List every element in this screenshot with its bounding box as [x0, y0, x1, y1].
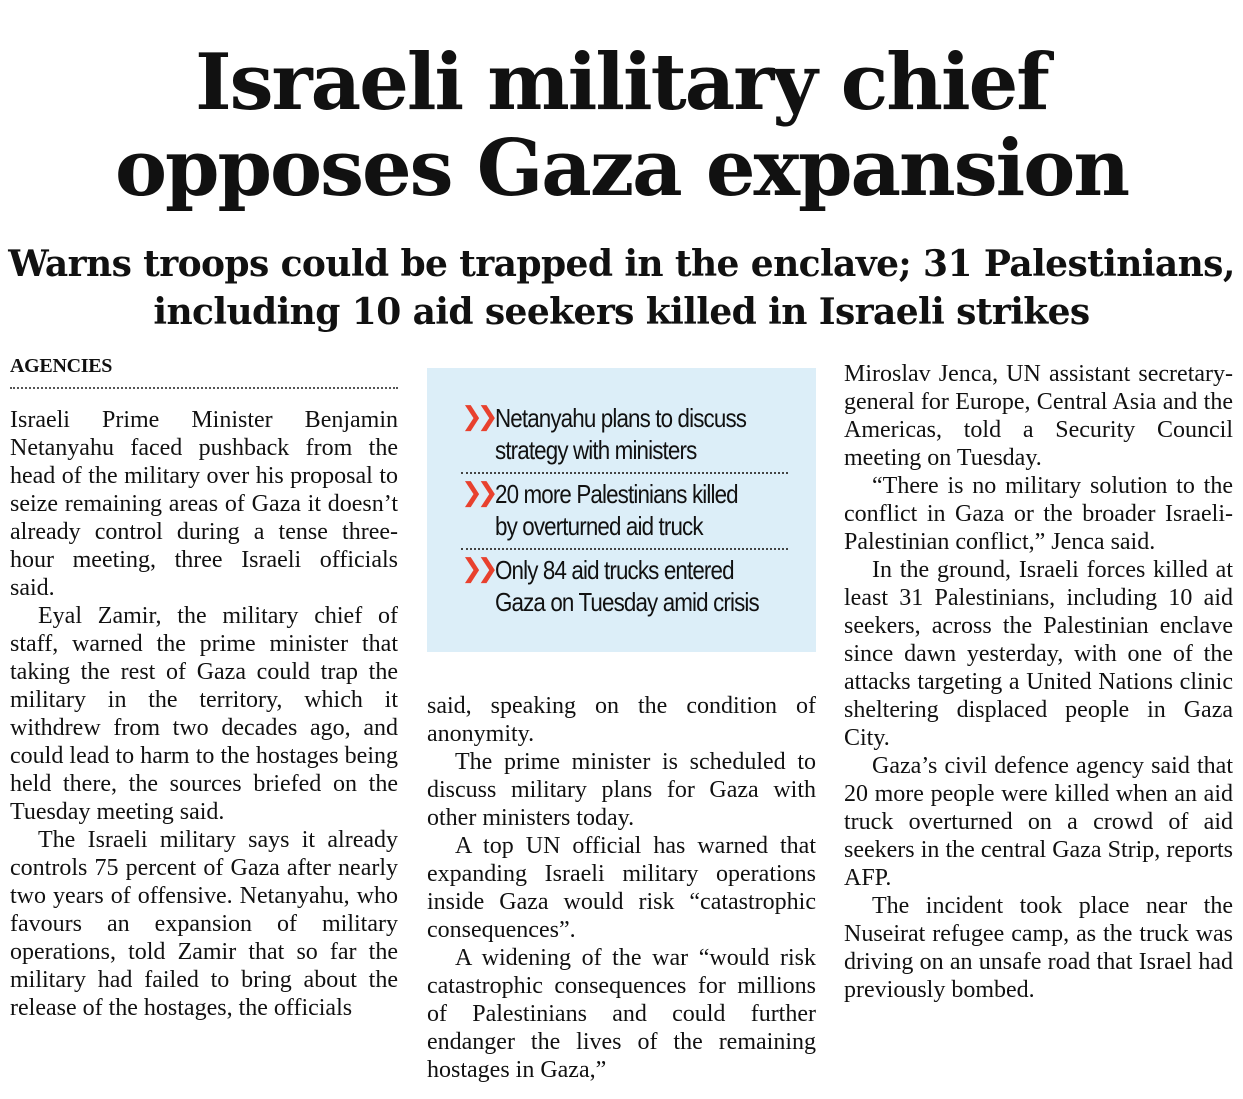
byline: AGENCIES	[10, 354, 398, 389]
paragraph: The incident took place near the Nuseira…	[844, 893, 1233, 1003]
highlight-line: Netanyahu plans to discuss	[495, 403, 747, 433]
highlight-text: Only 84 aid trucks entered Gaza on Tuesd…	[495, 554, 760, 618]
double-chevron-right-icon: ❯❯	[461, 554, 499, 584]
subheadline-line-2: including 10 aid seekers killed in Israe…	[153, 291, 1090, 333]
double-chevron-right-icon: ❯❯	[461, 478, 499, 508]
highlight-item: ❯❯ 20 more Palestinians killed by overtu…	[461, 474, 788, 550]
paragraph: The prime minister is scheduled to discu…	[427, 749, 816, 831]
highlight-line: 20 more Palestinians killed	[495, 479, 739, 509]
article-column-1: Israeli Prime Minister Benjamin Netanyah…	[10, 406, 398, 1022]
highlight-item: ❯❯ Netanyahu plans to discuss strategy w…	[461, 398, 788, 474]
paragraph: In the ground, Israeli forces killed at …	[844, 557, 1233, 751]
highlights-box: ❯❯ Netanyahu plans to discuss strategy w…	[427, 368, 816, 652]
highlight-line: Only 84 aid trucks entered	[495, 555, 735, 585]
subheadline-line-1: Warns troops could be trapped in the enc…	[8, 243, 1235, 285]
paragraph: Israeli Prime Minister Benjamin Netanyah…	[10, 407, 398, 601]
highlight-line: by overturned aid truck	[495, 511, 704, 541]
double-chevron-right-icon: ❯❯	[461, 402, 499, 432]
headline: Israeli military chief opposes Gaza expa…	[0, 40, 1243, 212]
paragraph: The Israeli military says it already con…	[10, 827, 398, 1021]
paragraph: “There is no military solution to the co…	[844, 473, 1233, 555]
headline-line-2: opposes Gaza expansion	[114, 123, 1130, 214]
subheadline: Warns troops could be trapped in the enc…	[0, 240, 1243, 336]
headline-line-1: Israeli military chief	[195, 37, 1050, 128]
paragraph: said, speaking on the condition of anony…	[427, 693, 816, 747]
highlight-line: strategy with ministers	[495, 435, 697, 465]
article-column-3: Miroslav Jenca, UN assistant secretary-g…	[844, 360, 1233, 1004]
highlight-text: Netanyahu plans to discuss strategy with…	[495, 402, 747, 466]
article-column-2: said, speaking on the condition of anony…	[427, 692, 816, 1084]
highlight-text: 20 more Palestinians killed by overturne…	[495, 478, 739, 542]
highlight-line: Gaza on Tuesday amid crisis	[495, 587, 760, 617]
paragraph: Gaza’s civil defence agency said that 20…	[844, 753, 1233, 891]
highlight-item: ❯❯ Only 84 aid trucks entered Gaza on Tu…	[461, 550, 788, 624]
paragraph: A widening of the war “would risk catast…	[427, 945, 816, 1083]
paragraph: Eyal Zamir, the military chief of staff,…	[10, 603, 398, 825]
paragraph: A top UN official has warned that expand…	[427, 833, 816, 943]
paragraph: Miroslav Jenca, UN assistant secretary-g…	[844, 361, 1233, 471]
